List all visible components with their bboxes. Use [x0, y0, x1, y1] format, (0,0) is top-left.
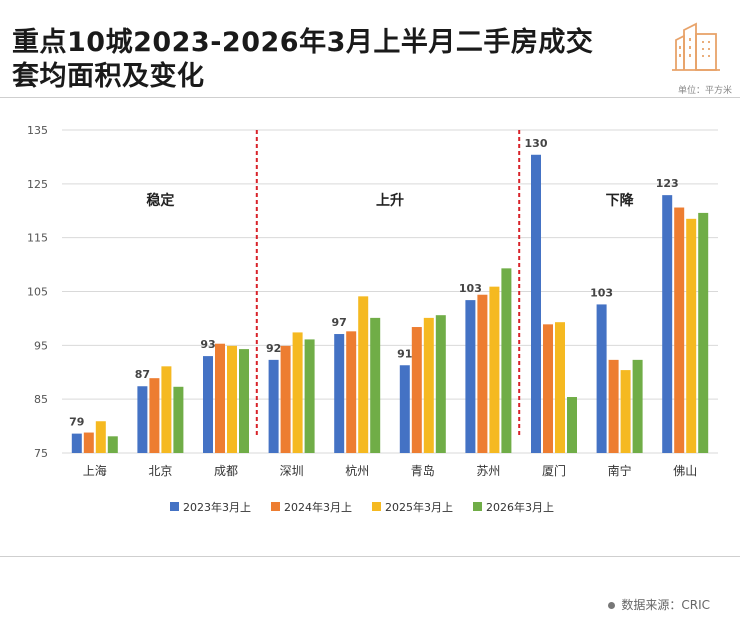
- bar-北京-2026年3月上: [173, 386, 184, 453]
- chart-title: 重点10城2023-2026年3月上半月二手房成交 套均面积及变化: [12, 26, 593, 94]
- building-icon: [672, 22, 720, 76]
- legend-swatch: [372, 502, 381, 511]
- bar-青岛-2023年3月上: [399, 365, 410, 453]
- group-label: 下降: [606, 192, 635, 209]
- bar-厦门-2026年3月上: [567, 397, 577, 453]
- bar-杭州-2026年3月上: [370, 317, 381, 453]
- bar-苏州-2026年3月上: [501, 268, 512, 453]
- bar-厦门-2023年3月上: [531, 154, 541, 453]
- bar-佛山-2024年3月上: [674, 207, 685, 453]
- legend-label: 2026年3月上: [486, 500, 554, 514]
- x-tick-label: 南宁: [608, 463, 632, 478]
- bar-厦门-2024年3月上: [543, 324, 553, 453]
- footer-divider: [0, 556, 740, 557]
- bar-南宁-2026年3月上: [632, 359, 643, 453]
- title-line-2: 套均面积及变化: [12, 61, 205, 92]
- data-label: 97: [332, 316, 347, 329]
- x-tick-label: 青岛: [411, 463, 435, 478]
- legend-swatch: [271, 502, 280, 511]
- bar-苏州-2025年3月上: [489, 286, 500, 453]
- y-tick-label: 105: [27, 286, 48, 299]
- bar-深圳-2023年3月上: [268, 359, 279, 453]
- bar-成都-2025年3月上: [227, 345, 237, 453]
- x-tick-label: 厦门: [542, 463, 566, 478]
- y-tick-label: 115: [27, 232, 48, 245]
- bar-杭州-2023年3月上: [334, 334, 345, 453]
- legend-label: 2023年3月上: [183, 500, 251, 514]
- bar-成都-2023年3月上: [203, 356, 213, 453]
- bar-北京-2025年3月上: [161, 366, 172, 453]
- x-tick-label: 成都: [214, 464, 238, 478]
- group-label: 上升: [376, 192, 404, 209]
- bar-成都-2026年3月上: [239, 349, 249, 453]
- bar-青岛-2026年3月上: [435, 315, 446, 453]
- bar-苏州-2023年3月上: [465, 300, 476, 453]
- bar-北京-2023年3月上: [137, 386, 148, 453]
- title-line-1: 重点10城2023-2026年3月上半月二手房成交: [12, 27, 594, 58]
- bar-杭州-2025年3月上: [358, 296, 369, 453]
- bar-深圳-2026年3月上: [304, 339, 315, 453]
- data-source: 数据来源：CRIC: [608, 596, 710, 613]
- x-tick-label: 上海: [83, 463, 107, 478]
- data-label: 130: [525, 137, 548, 150]
- bar-上海-2024年3月上: [83, 432, 94, 453]
- bar-佛山-2026年3月上: [698, 212, 709, 453]
- bar-青岛-2025年3月上: [423, 317, 434, 453]
- legend-swatch: [473, 502, 482, 511]
- unit-label: 单位：平方米: [677, 86, 732, 96]
- bar-佛山-2023年3月上: [662, 195, 673, 453]
- bar-北京-2024年3月上: [149, 378, 160, 453]
- source-text: 数据来源：CRIC: [621, 598, 710, 612]
- data-label: 91: [397, 347, 412, 360]
- data-label: 103: [590, 286, 613, 299]
- bar-南宁-2025年3月上: [620, 370, 631, 453]
- x-tick-label: 深圳: [280, 464, 304, 478]
- x-tick-label: 北京: [148, 464, 172, 478]
- header-divider: [0, 97, 740, 98]
- bar-上海-2026年3月上: [107, 436, 118, 453]
- bar-南宁-2023年3月上: [596, 304, 607, 453]
- y-tick-label: 75: [34, 447, 48, 460]
- bullet-icon: [608, 602, 616, 609]
- bar-杭州-2024年3月上: [346, 331, 357, 453]
- bar-深圳-2024年3月上: [280, 345, 291, 453]
- bar-成都-2024年3月上: [215, 343, 225, 453]
- bar-南宁-2024年3月上: [608, 359, 619, 453]
- y-tick-label: 135: [27, 124, 48, 137]
- bar-上海-2023年3月上: [71, 433, 82, 453]
- data-label: 123: [656, 177, 679, 190]
- y-tick-label: 95: [34, 339, 48, 352]
- y-tick-label: 125: [27, 178, 48, 191]
- bar-厦门-2025年3月上: [555, 322, 565, 453]
- y-tick-label: 85: [34, 393, 48, 406]
- bar-佛山-2025年3月上: [686, 218, 697, 453]
- data-label: 87: [135, 368, 150, 381]
- x-tick-label: 佛山: [673, 464, 697, 478]
- data-label: 79: [69, 416, 84, 429]
- x-tick-label: 杭州: [345, 463, 369, 478]
- bar-青岛-2024年3月上: [411, 327, 422, 453]
- data-label: 93: [200, 338, 215, 351]
- x-tick-label: 苏州: [476, 464, 500, 478]
- bar-深圳-2025年3月上: [292, 332, 303, 453]
- data-label: 92: [266, 342, 281, 355]
- group-label: 稳定: [146, 192, 174, 209]
- bar-苏州-2024年3月上: [477, 294, 488, 453]
- legend-swatch: [170, 502, 179, 511]
- bar-上海-2025年3月上: [95, 421, 106, 453]
- bar-chart: 75 85 95 105 115 125 135 79 上海 87 北京 93 成都 92 深圳 97 杭州 91…: [27, 124, 718, 514]
- legend-label: 2025年3月上: [385, 500, 453, 514]
- legend-label: 2024年3月上: [284, 500, 352, 514]
- data-label: 103: [459, 282, 482, 295]
